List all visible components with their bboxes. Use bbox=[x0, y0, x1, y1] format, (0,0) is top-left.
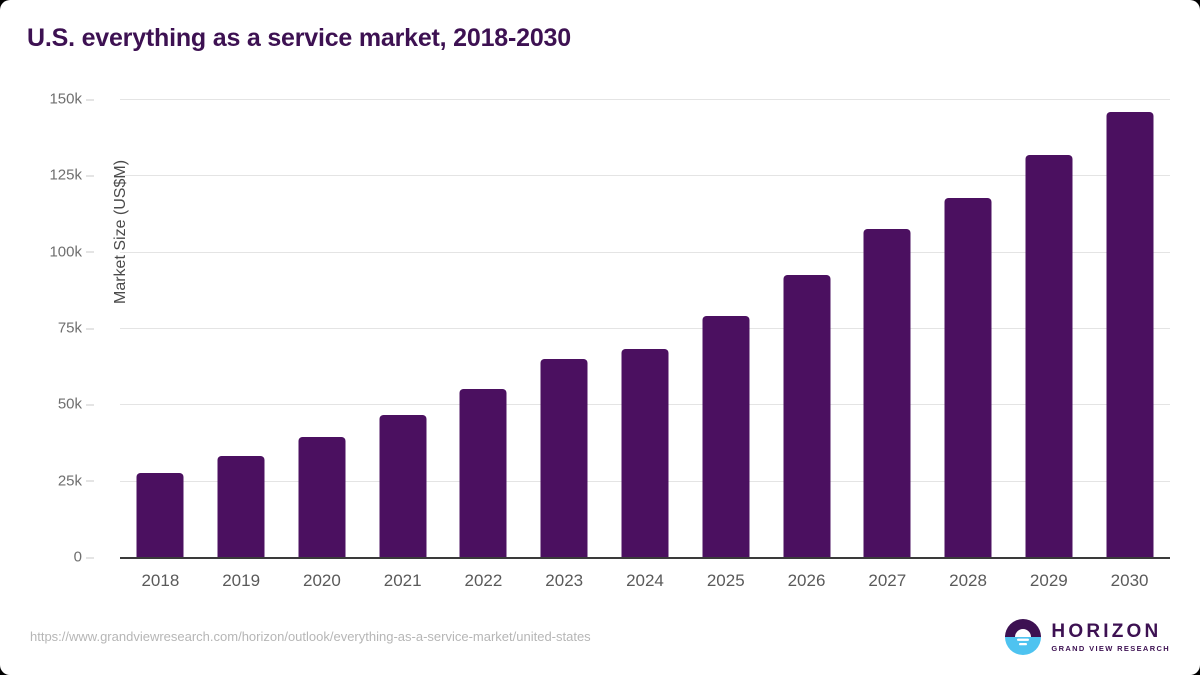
y-axis-tick-mark bbox=[86, 480, 94, 482]
y-axis-tick-label: 150k bbox=[12, 91, 94, 108]
bar[interactable] bbox=[379, 415, 427, 557]
y-axis-tick-label: 0 bbox=[12, 549, 94, 566]
gridline bbox=[120, 175, 1170, 177]
horizon-logo[interactable]: HORIZON GRAND VIEW RESEARCH bbox=[1004, 618, 1170, 656]
x-axis-tick-label: 2018 bbox=[141, 571, 180, 590]
bar[interactable] bbox=[1025, 154, 1073, 557]
source-url[interactable]: https://www.grandviewresearch.com/horizo… bbox=[30, 629, 591, 644]
y-axis-tick-mark bbox=[86, 251, 94, 253]
y-axis-tick-mark bbox=[86, 404, 94, 406]
page-title: U.S. everything as a service market, 201… bbox=[27, 24, 571, 52]
bar-series: 2018 2019 2020 2021 2022 2023 2024 2025 2026 2027… bbox=[120, 99, 1170, 590]
y-axis-tick-label: 25k bbox=[12, 472, 94, 489]
bar-group[interactable]: 2023 bbox=[524, 99, 605, 590]
bar-group[interactable]: 2028 bbox=[928, 99, 1009, 590]
bar[interactable] bbox=[944, 198, 992, 557]
x-axis-tick-label: 2024 bbox=[626, 571, 664, 590]
bar[interactable] bbox=[136, 473, 184, 557]
y-axis-tick-mark bbox=[86, 175, 94, 177]
gridline bbox=[120, 99, 1170, 100]
logo-text: HORIZON GRAND VIEW RESEARCH bbox=[1051, 622, 1170, 653]
x-axis-tick-label: 2020 bbox=[302, 571, 341, 590]
bar-group[interactable]: 2024 bbox=[605, 99, 686, 590]
bar[interactable] bbox=[702, 315, 750, 557]
bar-group[interactable]: 2030 bbox=[1089, 99, 1170, 590]
x-axis-tick-label: 2030 bbox=[1110, 571, 1149, 590]
x-axis-tick-label: 2027 bbox=[868, 571, 907, 590]
bar-group[interactable]: 2022 bbox=[443, 99, 524, 590]
bar-group[interactable]: 2019 bbox=[201, 99, 282, 590]
bar[interactable] bbox=[621, 349, 669, 557]
y-axis-tick-mark bbox=[86, 328, 94, 329]
y-axis-tick-mark bbox=[86, 99, 94, 100]
x-axis-tick-label: 2021 bbox=[383, 571, 422, 590]
x-axis-line bbox=[120, 557, 1170, 559]
y-axis-tick-label: 100k bbox=[12, 243, 94, 260]
bar[interactable] bbox=[783, 275, 831, 557]
bar-group[interactable]: 2025 bbox=[685, 99, 766, 590]
bar[interactable] bbox=[863, 229, 911, 557]
x-axis-tick-label: 2029 bbox=[1029, 571, 1068, 590]
gridline bbox=[120, 251, 1170, 253]
bar-group[interactable]: 2026 bbox=[766, 99, 847, 590]
bar[interactable] bbox=[298, 437, 346, 557]
y-axis-tick-label: 50k bbox=[12, 396, 94, 413]
bar[interactable] bbox=[217, 456, 265, 557]
x-axis-tick-label: 2025 bbox=[706, 571, 745, 590]
bar-group[interactable]: 2029 bbox=[1008, 99, 1089, 590]
bar-group[interactable]: 2018 bbox=[120, 99, 201, 590]
y-axis-tick-mark bbox=[86, 557, 94, 558]
logo-subtitle: GRAND VIEW RESEARCH bbox=[1051, 643, 1170, 653]
x-axis-tick-label: 2022 bbox=[464, 571, 503, 590]
x-axis-tick-label: 2028 bbox=[949, 571, 987, 590]
bar-group[interactable]: 2020 bbox=[282, 99, 363, 590]
gridline bbox=[120, 328, 1170, 329]
bar[interactable] bbox=[1106, 111, 1154, 557]
horizon-sunset-icon bbox=[1005, 619, 1042, 655]
x-axis-tick-label: 2019 bbox=[222, 571, 261, 590]
y-axis-tick-label: 75k bbox=[12, 320, 94, 337]
bar-group[interactable]: 2027 bbox=[847, 99, 928, 590]
x-axis-tick-label: 2023 bbox=[545, 571, 584, 590]
x-axis-tick-label: 2026 bbox=[787, 571, 826, 590]
bar[interactable] bbox=[540, 358, 588, 557]
plot-area: Market Size (US$M) 0 25k 50k 75k 100k 125k 150… bbox=[49, 91, 1170, 590]
bar[interactable] bbox=[459, 389, 507, 557]
logo-wordmark: HORIZON bbox=[1051, 620, 1162, 642]
bar-group[interactable]: 2021 bbox=[362, 99, 443, 590]
y-axis-tick-label: 125k bbox=[12, 167, 94, 184]
